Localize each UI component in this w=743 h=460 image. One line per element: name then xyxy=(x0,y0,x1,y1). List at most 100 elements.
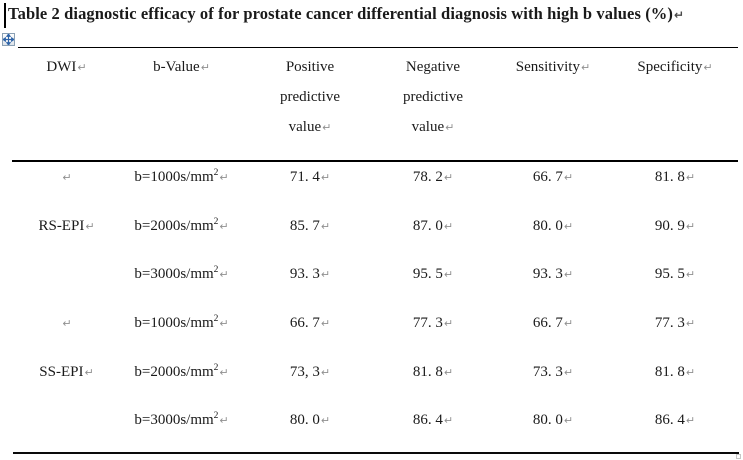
table-resize-handle[interactable] xyxy=(735,453,741,459)
cell-bvalue[interactable]: b=3000s/mm2↵ xyxy=(134,411,229,428)
cell-dwi[interactable]: SS-EPI↵ xyxy=(39,364,94,380)
superscript: 2 xyxy=(213,217,219,227)
header-cell-sensitivity[interactable]: Sensitivity↵ xyxy=(494,52,612,160)
superscript: 2 xyxy=(213,411,219,421)
superscript: 2 xyxy=(213,363,219,373)
cell-dwi[interactable]: ↵ xyxy=(18,314,115,354)
table-caption[interactable]: Table 2 diagnostic efficacy of for prost… xyxy=(8,4,684,24)
cell-ppv[interactable]: 73, 3↵ xyxy=(289,364,331,380)
cell-mark-icon: ↵ xyxy=(563,317,574,330)
header-label: Specificity xyxy=(637,59,703,75)
cell-mark-icon: ↵ xyxy=(62,317,72,330)
cell-specificity[interactable]: 77. 3↵ xyxy=(654,315,696,331)
cell-mark-icon: ↵ xyxy=(685,317,696,330)
cell-mark-icon: ↵ xyxy=(219,171,229,184)
header-label: Negative predictive value xyxy=(403,59,463,135)
table-row: ↵ b=1000s/mm2↵ 66. 7↵ 77. 3↵ 66. 7↵ 77. … xyxy=(18,306,738,354)
cell-mark-icon: ↵ xyxy=(443,414,454,427)
cell-specificity[interactable]: 86. 4↵ xyxy=(654,412,696,428)
cell-sensitivity[interactable]: 66. 7↵ xyxy=(532,169,574,185)
cell-mark-icon: ↵ xyxy=(580,61,591,74)
cell-sensitivity[interactable]: 80. 0↵ xyxy=(532,412,574,428)
header-label: Positive predictive value xyxy=(280,59,340,135)
cell-specificity[interactable]: 81. 8↵ xyxy=(654,364,696,380)
cell-specificity[interactable]: 95. 5↵ xyxy=(654,266,696,282)
header-cell-npv[interactable]: Negative predictive value↵ xyxy=(372,52,494,160)
cell-mark-icon: ↵ xyxy=(320,220,331,233)
cell-mark-icon: ↵ xyxy=(320,171,331,184)
cell-mark-icon: ↵ xyxy=(703,61,713,74)
header-label: b-Value xyxy=(153,59,200,75)
cell-npv[interactable]: 77. 3↵ xyxy=(412,315,454,331)
cell-bvalue[interactable]: b=3000s/mm2↵ xyxy=(134,265,229,282)
cell-dwi[interactable] xyxy=(18,265,115,305)
cell-mark-icon: ↵ xyxy=(219,220,229,233)
header-cell-dwi[interactable]: DWI↵ xyxy=(18,52,115,160)
cell-dwi[interactable]: ↵ xyxy=(18,168,115,208)
header-cell-bvalue[interactable]: b-Value↵ xyxy=(115,52,248,160)
cell-mark-icon: ↵ xyxy=(84,366,94,379)
paragraph-mark-icon: ↵ xyxy=(674,7,685,22)
cell-sensitivity[interactable]: 73. 3↵ xyxy=(532,364,574,380)
table-row: RS-EPI↵ b=2000s/mm2↵ 85. 7↵ 87. 0↵ 80. 0… xyxy=(18,209,738,257)
cell-mark-icon: ↵ xyxy=(322,121,332,134)
cell-mark-icon: ↵ xyxy=(443,268,454,281)
header-cell-specificity[interactable]: Specificity↵ xyxy=(612,52,738,160)
cell-ppv[interactable]: 71. 4↵ xyxy=(289,169,331,185)
table-row: SS-EPI↵ b=2000s/mm2↵ 73, 3↵ 81. 8↵ 73. 3… xyxy=(18,355,738,403)
cell-ppv[interactable]: 93. 3↵ xyxy=(289,266,331,282)
table-move-handle[interactable] xyxy=(2,32,15,46)
superscript: 2 xyxy=(213,265,219,275)
cell-mark-icon: ↵ xyxy=(219,366,229,379)
table-row: ↵ b=1000s/mm2↵ 71. 4↵ 78. 2↵ 66. 7↵ 81. … xyxy=(18,160,738,208)
cell-ppv[interactable]: 66. 7↵ xyxy=(289,315,331,331)
cell-sensitivity[interactable]: 93. 3↵ xyxy=(532,266,574,282)
cell-mark-icon: ↵ xyxy=(320,414,331,427)
cell-dwi[interactable] xyxy=(18,411,115,451)
cell-npv[interactable]: 95. 5↵ xyxy=(412,266,454,282)
superscript: 2 xyxy=(213,168,219,178)
cell-mark-icon: ↵ xyxy=(563,171,574,184)
cell-npv[interactable]: 78. 2↵ xyxy=(412,169,454,185)
four-way-arrow-icon xyxy=(3,33,14,45)
cell-mark-icon: ↵ xyxy=(685,171,696,184)
cell-sensitivity[interactable]: 66. 7↵ xyxy=(532,315,574,331)
cell-mark-icon: ↵ xyxy=(219,317,229,330)
cell-mark-icon: ↵ xyxy=(85,220,95,233)
table-header-border xyxy=(12,160,738,162)
cell-mark-icon: ↵ xyxy=(320,317,331,330)
table-header-row: DWI↵ b-Value↵ Positive predictive value↵… xyxy=(18,47,738,160)
cell-mark-icon: ↵ xyxy=(320,366,331,379)
header-cell-ppv[interactable]: Positive predictive value↵ xyxy=(248,52,372,160)
cell-bvalue[interactable]: b=2000s/mm2↵ xyxy=(134,217,229,234)
cell-ppv[interactable]: 80. 0↵ xyxy=(289,412,331,428)
table-row: b=3000s/mm2↵ 93. 3↵ 95. 5↵ 93. 3↵ 95. 5↵ xyxy=(18,257,738,305)
cell-ppv[interactable]: 85. 7↵ xyxy=(289,218,331,234)
cell-sensitivity[interactable]: 80. 0↵ xyxy=(532,218,574,234)
cell-specificity[interactable]: 90. 9↵ xyxy=(654,218,696,234)
cell-mark-icon: ↵ xyxy=(685,268,696,281)
cell-npv[interactable]: 86. 4↵ xyxy=(412,412,454,428)
header-label: DWI xyxy=(46,59,77,75)
cell-bvalue[interactable]: b=1000s/mm2↵ xyxy=(134,314,229,331)
cell-npv[interactable]: 87. 0↵ xyxy=(412,218,454,234)
cell-mark-icon: ↵ xyxy=(563,366,574,379)
cell-mark-icon: ↵ xyxy=(563,414,574,427)
cell-mark-icon: ↵ xyxy=(685,414,696,427)
cell-mark-icon: ↵ xyxy=(563,220,574,233)
cell-dwi[interactable]: RS-EPI↵ xyxy=(38,218,95,234)
cell-mark-icon: ↵ xyxy=(685,220,696,233)
header-label: Sensitivity xyxy=(515,59,580,75)
table-caption-text: Table 2 diagnostic efficacy of for prost… xyxy=(8,3,674,23)
cell-mark-icon: ↵ xyxy=(685,366,696,379)
text-caret xyxy=(4,2,6,28)
cell-npv[interactable]: 81. 8↵ xyxy=(412,364,454,380)
cell-mark-icon: ↵ xyxy=(62,171,72,184)
cell-mark-icon: ↵ xyxy=(77,61,87,74)
cell-bvalue[interactable]: b=1000s/mm2↵ xyxy=(134,168,229,185)
cell-bvalue[interactable]: b=2000s/mm2↵ xyxy=(134,363,229,380)
cell-mark-icon: ↵ xyxy=(320,268,331,281)
cell-mark-icon: ↵ xyxy=(219,414,229,427)
cell-mark-icon: ↵ xyxy=(200,61,210,74)
cell-specificity[interactable]: 81. 8↵ xyxy=(654,169,696,185)
